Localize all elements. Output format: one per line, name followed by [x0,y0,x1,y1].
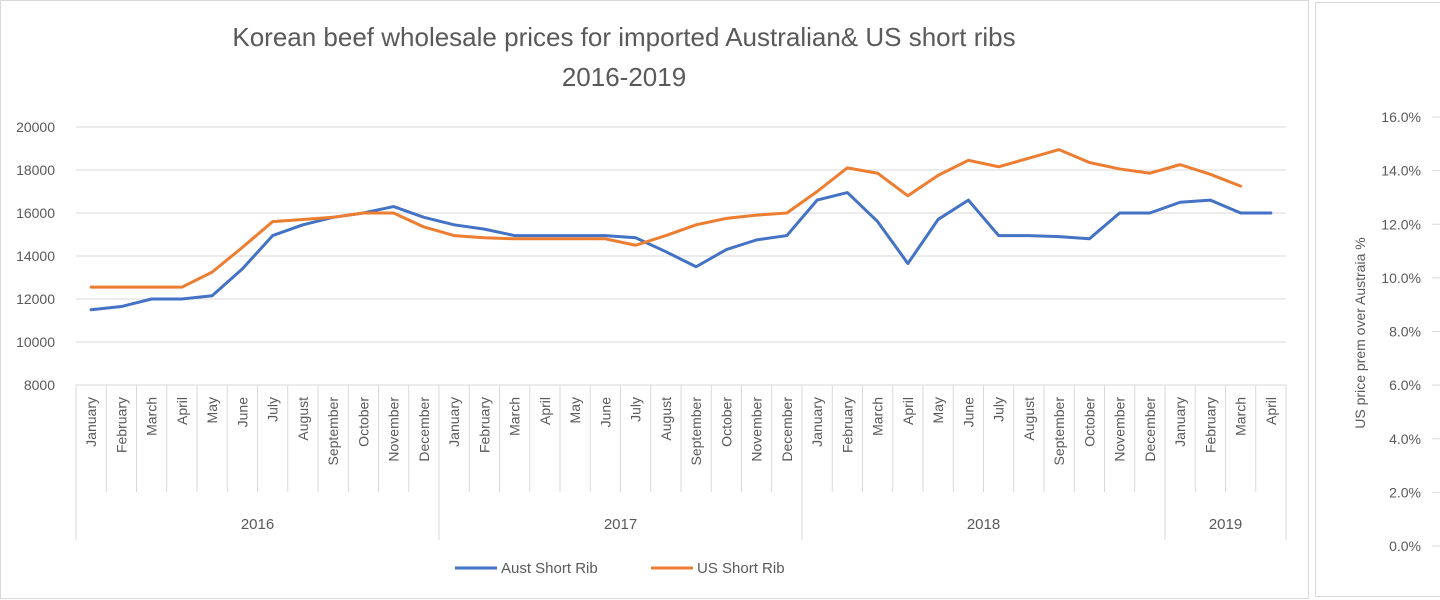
x-category-label: February [839,397,855,453]
x-category-label: February [113,397,129,453]
premium-y-tick-label: 12.0% [1381,216,1421,232]
premium-y-tick-label: 16.0% [1381,109,1421,125]
chart-title-line-2: 2016-2019 [562,62,686,92]
y-tick-label: 10000 [16,334,55,350]
x-category-label: December [1142,397,1158,462]
legend-label-us: US Short Rib [697,560,785,577]
x-category-label: April [1263,397,1279,425]
year-group-label: 2019 [1209,516,1242,533]
premium-y-tick-label: 4.0% [1389,431,1421,447]
series-lines [89,148,1273,312]
y-tick-label: 16000 [16,205,55,221]
legend-label-aust: Aust Short Rib [501,560,598,577]
x-category-label: June [597,397,613,428]
x-category-label: March [507,397,523,436]
year-group-label: 2017 [604,516,637,533]
x-category-label: September [688,397,704,466]
x-category-label: November [749,397,765,462]
x-category-label: January [809,397,825,447]
x-category-label: January [83,397,99,447]
series-line-aust-short-rib [89,191,1273,312]
x-category-label: August [295,397,311,441]
x-category-label: August [658,397,674,441]
x-category-label: March [870,397,886,436]
x-category-label: December [779,397,795,462]
y-tick-label: 18000 [16,162,55,178]
year-group-labels: 2016 2017 2018 2019 [241,516,1242,533]
x-category-label: April [900,397,916,425]
x-category-label: February [476,397,492,453]
x-category-label: December [416,397,432,462]
x-category-label: October [1081,397,1097,447]
premium-y-tick-label: 0.0% [1389,538,1421,554]
x-category-label: March [144,397,160,436]
legend: Aust Short Rib US Short Rib [455,560,785,577]
x-category-label: June [960,397,976,428]
y-axis-ticks: 8000 10000 12000 14000 16000 18000 20000 [16,119,55,393]
premium-chart: US price prem over Austraia % 0.0% 2.0% 4.… [1352,109,1440,554]
x-category-label: November [1112,397,1128,462]
x-category-label: May [204,397,220,423]
x-category-label: April [174,397,190,425]
year-group-label: 2018 [967,516,1000,533]
premium-y-tick-label: 8.0% [1389,324,1421,340]
x-category-label: November [386,397,402,462]
chart-title-line-1: Korean beef wholesale prices for importe… [232,22,1015,52]
y-tick-label: 20000 [16,119,55,135]
premium-y-tick-label: 6.0% [1389,377,1421,393]
x-category-label: October [355,397,371,447]
premium-y-tick-label: 14.0% [1381,163,1421,179]
premium-y-tick-label: 2.0% [1389,484,1421,500]
x-category-label: July [991,397,1007,422]
x-category-label: March [1233,397,1249,436]
x-category-label: May [930,397,946,423]
y-tick-label: 8000 [24,377,55,393]
premium-y-tick-label: 10.0% [1381,270,1421,286]
y-tick-label: 14000 [16,248,55,264]
category-labels: January February March April May June July Augu… [83,397,1279,466]
x-axis [75,384,1287,540]
x-category-label: February [1202,397,1218,453]
secondary-chart-frame [1315,2,1440,597]
x-category-label: January [446,397,462,447]
x-category-label: August [1021,397,1037,441]
premium-y-axis-label: US price prem over Austraia % [1352,237,1368,428]
x-category-label: January [1172,397,1188,447]
x-category-label: October [718,397,734,447]
x-category-label: September [1051,397,1067,466]
x-category-label: July [628,397,644,422]
year-group-label: 2016 [241,516,274,533]
x-category-label: May [567,397,583,423]
x-category-label: April [537,397,553,425]
x-category-label: July [265,397,281,422]
x-category-label: September [325,397,341,466]
x-category-label: June [234,397,250,428]
y-tick-label: 12000 [16,291,55,307]
